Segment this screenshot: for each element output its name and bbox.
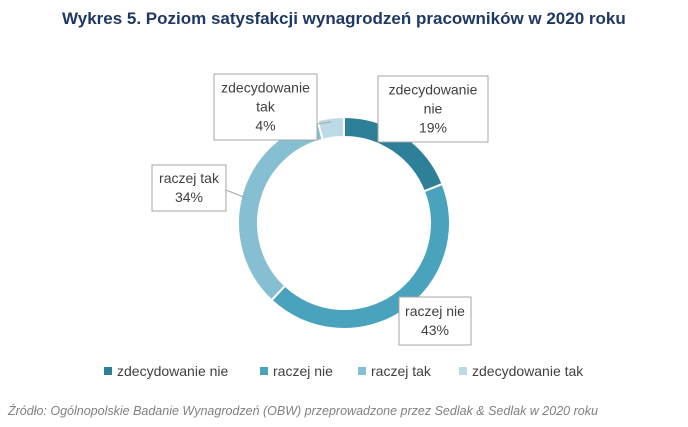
data-label-zdecydowanie-nie-line-1: zdecydowanie [389,82,478,98]
callout-raczej-tak: raczej tak 34% [151,164,246,212]
legend-label-raczej-tak: raczej tak [371,363,432,379]
data-label-raczej-nie-line-1: raczej nie [405,303,465,319]
data-label-zdecydowanie-nie-line-2: nie [424,101,443,117]
legend-swatch-zdecydowanie-tak [459,367,467,375]
slices-layer [237,115,451,330]
legend-label-raczej-nie: raczej nie [273,363,333,379]
legend-item-zdecydowanie-nie: zdecydowanie nie [104,363,229,379]
slice-raczej-tak [237,119,324,302]
callout-box-zdecydowanie-nie [377,75,489,143]
source-note: Źródło: Ogólnopolskie Badanie Wynagrodze… [8,404,598,418]
legend: zdecydowanie nie raczej nie raczej tak zdec… [104,363,584,379]
callout-box-raczej-nie [398,296,472,346]
callouts-layer: zdecydowanie nie 19% raczej nie 43% raczej ta… [151,73,489,346]
chart-title: Wykres 5. Poziom satysfakcji wynagrodzeń… [62,9,626,28]
data-label-zdecydowanie-tak-line-1: zdecydowanie [221,80,310,96]
legend-swatch-raczej-tak [358,367,366,375]
data-label-zdecydowanie-nie-line-3: 19% [419,120,447,136]
callout-zdecydowanie-tak: zdecydowanie tak 4% [213,73,332,141]
legend-swatch-raczej-nie [260,367,268,375]
legend-label-zdecydowanie-tak: zdecydowanie tak [472,363,584,379]
data-label-raczej-nie-line-2: 43% [421,322,449,338]
legend-item-zdecydowanie-tak: zdecydowanie tak [459,363,584,379]
callout-box-zdecydowanie-tak [213,73,318,141]
leader-line-raczej-tak [225,189,246,199]
callout-zdecydowanie-nie: zdecydowanie nie 19% [377,75,489,143]
callout-box-raczej-tak [151,164,227,212]
legend-label-zdecydowanie-nie: zdecydowanie nie [117,363,229,379]
legend-item-raczej-nie: raczej nie [260,363,333,379]
data-label-raczej-tak-line-2: 34% [175,189,203,205]
legend-item-raczej-tak: raczej tak [358,363,432,379]
leader-line-zdecydowanie-tak [316,121,332,125]
callout-raczej-nie: raczej nie 43% [398,296,472,346]
data-label-zdecydowanie-tak-line-3: 4% [255,118,275,134]
legend-swatch-zdecydowanie-nie [104,367,112,375]
slice-zdecydowanie-tak [316,115,345,141]
data-label-zdecydowanie-tak-line-2: tak [256,99,276,115]
data-label-raczej-tak-line-1: raczej tak [159,170,220,186]
